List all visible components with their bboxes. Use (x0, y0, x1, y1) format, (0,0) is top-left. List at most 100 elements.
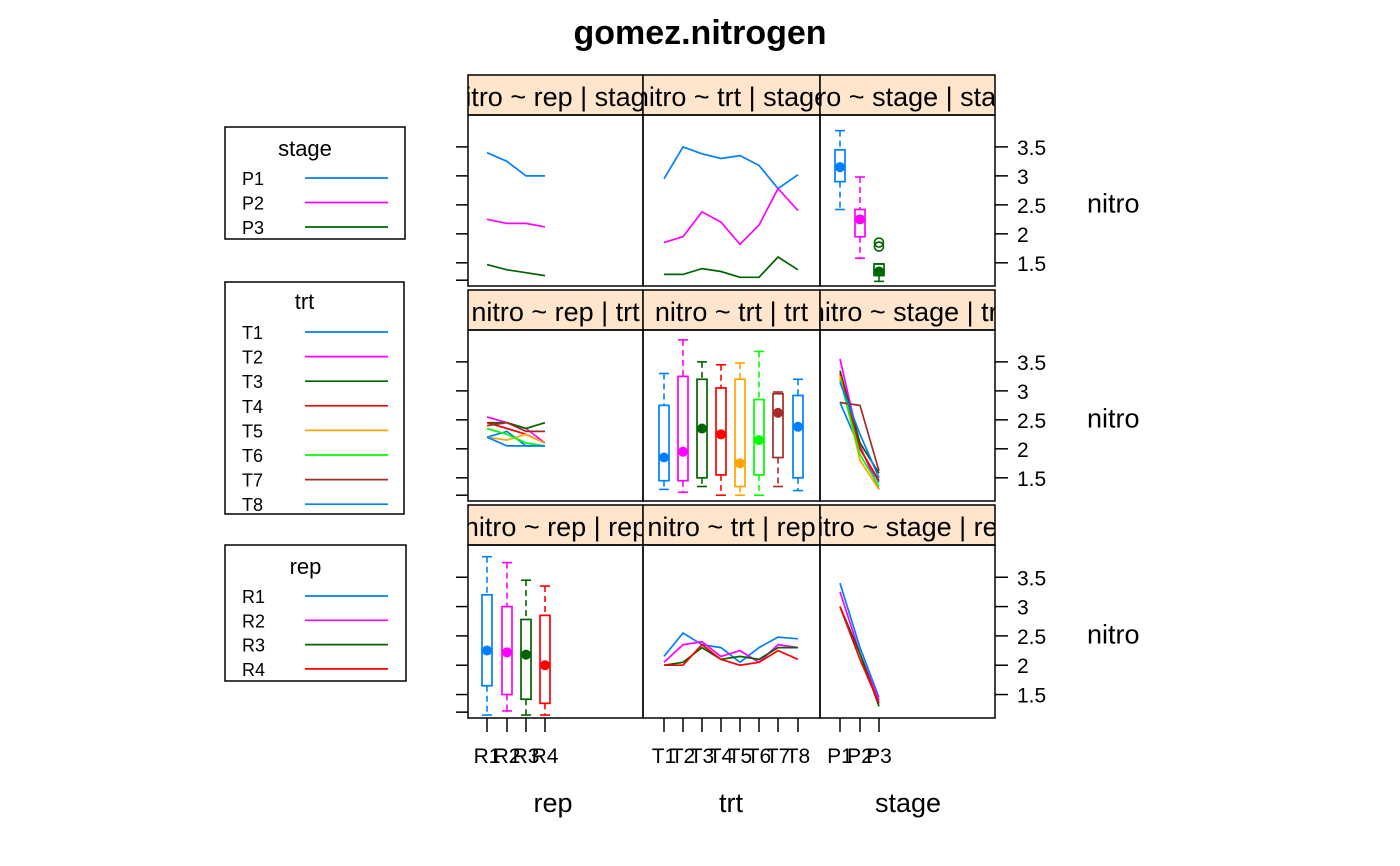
median-dot (855, 214, 865, 225)
legend-label: T5 (242, 421, 263, 441)
series-line-R1 (839, 582, 880, 698)
strip-label: nitro ~ stage | stage (789, 82, 1026, 112)
y-axis-label: nitro (1087, 620, 1140, 650)
series-line-T7 (839, 401, 880, 472)
series-line-T7 (486, 421, 545, 433)
legend-rep: rep R1 R2 R3 R4 (224, 544, 407, 682)
outlier-point (873, 237, 885, 248)
strip-label: nitro ~ trt | trt (655, 297, 809, 327)
x-tick-label: T1 (652, 745, 677, 768)
y-tick-label: 3.5 (1017, 352, 1046, 375)
series-line-T8 (839, 381, 880, 479)
outlier-point (873, 241, 885, 252)
panel-rep-by-trt: nitro ~ rep | trt (467, 289, 644, 502)
legends: stage P1 P2 P3 trt T1 T2 T3 T4 T5 T6 T7 T8 rep R1 R2 R3 R… (224, 126, 407, 682)
panel-frame (819, 114, 996, 287)
strip-background (467, 289, 644, 331)
strip-label: nitro ~ trt | stage (634, 82, 829, 112)
y-axis-label: nitro (1087, 404, 1140, 434)
legend-label: P1 (242, 169, 264, 189)
box-T8 (792, 378, 804, 492)
box-T1 (658, 372, 670, 491)
legend-title: stage (278, 136, 332, 161)
panel-frame (642, 114, 821, 287)
panel-stage-by-rep: nitro ~ stage | rep (819, 504, 996, 719)
legend-label: T7 (242, 471, 263, 491)
series-line-P1 (486, 151, 545, 177)
series-line-R1 (663, 631, 799, 664)
median-dot (735, 458, 745, 469)
median-dot (874, 266, 884, 277)
legend-label: R1 (242, 587, 265, 607)
box-T7 (772, 391, 784, 488)
median-dot (521, 649, 531, 660)
median-dot (835, 162, 845, 173)
series-line-P2 (486, 218, 546, 228)
y-tick-label: 1.5 (1017, 253, 1046, 276)
y-tick-label: 2.5 (1017, 410, 1046, 433)
y-tick-label: 1.5 (1017, 468, 1046, 491)
x-tick-label: T3 (690, 745, 715, 768)
x-tick-label: R2 (494, 745, 521, 768)
panel-trt-by-rep: nitro ~ trt | rep (642, 504, 821, 719)
median-dot (540, 660, 550, 671)
strip-background (467, 74, 644, 116)
series-line-T8 (486, 436, 545, 447)
median-dot (754, 435, 764, 446)
panel-trt-by-trt: nitro ~ trt | trt (642, 289, 821, 502)
series-line-P1 (663, 145, 799, 190)
legend-label: P3 (242, 218, 264, 238)
median-dot (773, 407, 783, 418)
strip-label: nitro ~ rep | stage (450, 82, 660, 112)
box-P2 (854, 176, 866, 259)
x-axis-label: trt (719, 788, 743, 818)
box-P3 (873, 237, 885, 283)
box-R1 (481, 555, 493, 716)
median-dot (793, 421, 803, 432)
legend-title: rep (290, 554, 322, 579)
legend-label: P2 (242, 194, 264, 214)
legend-label: R4 (242, 660, 265, 680)
box-T5 (734, 362, 746, 497)
y-tick-label: 2 (1017, 655, 1029, 678)
box-iqr (520, 618, 532, 701)
series-line-R4 (839, 606, 880, 704)
series-line-R3 (663, 646, 798, 667)
panel-stage-by-stage: nitro ~ stage | stage (789, 74, 1026, 287)
panel-frame (467, 329, 644, 502)
series-line-T6 (486, 427, 546, 447)
legend-stage: stage P1 P2 P3 (224, 126, 406, 240)
box-T4 (715, 363, 727, 497)
strip-label: nitro ~ rep | trt (471, 297, 640, 327)
y-tick-label: 2.5 (1017, 626, 1046, 649)
x-tick-label: T4 (709, 745, 734, 768)
legend-label: R3 (242, 636, 265, 656)
median-dot (678, 446, 688, 457)
panel-rep-by-stage: nitro ~ rep | stage (450, 74, 660, 287)
x-tick-label: T6 (747, 745, 772, 768)
series-line-R4 (664, 643, 799, 667)
box-P1 (834, 129, 846, 211)
legend-label: T1 (242, 323, 263, 343)
panel-rep-by-rep: nitro ~ rep | rep (467, 504, 644, 719)
y-tick-label: 2.5 (1017, 195, 1046, 218)
box-iqr (539, 614, 551, 705)
box-iqr (658, 404, 670, 482)
series-line-P2 (663, 187, 799, 246)
series-line-R2 (663, 640, 799, 664)
box-iqr (677, 375, 689, 482)
median-dot (482, 645, 492, 656)
box-iqr (834, 148, 846, 183)
median-dot (659, 452, 669, 463)
box-iqr (792, 394, 804, 479)
x-tick-label: P2 (847, 745, 873, 768)
legend-label: R2 (242, 611, 265, 631)
panel-frame (467, 544, 644, 719)
box-iqr (481, 593, 493, 687)
x-tick-label: T5 (728, 745, 753, 768)
box-iqr (501, 605, 513, 696)
panel-frame (819, 329, 996, 502)
median-dot (716, 429, 726, 440)
